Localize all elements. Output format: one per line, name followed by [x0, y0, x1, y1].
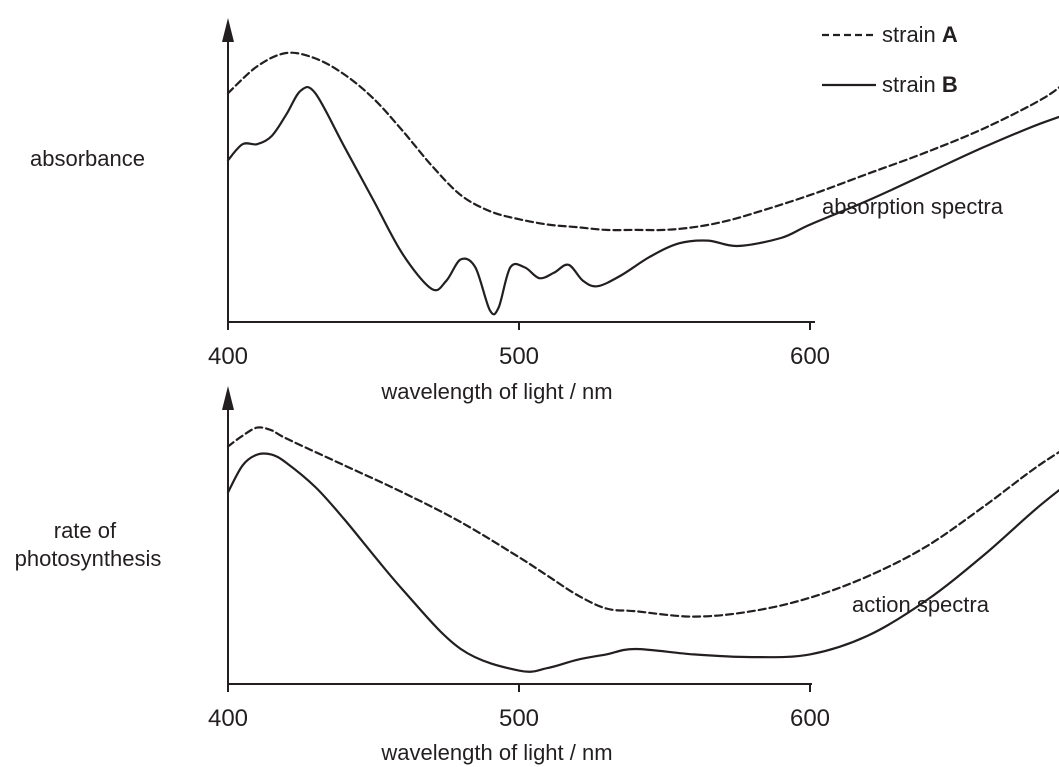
absorption-x-label: wavelength of light / nm [380, 379, 612, 404]
legend-label-strain-a-prefix: strain [882, 22, 942, 47]
absorption-x-ticks: 400500600700 [208, 322, 830, 370]
action-y-axis-arrow [222, 386, 234, 410]
legend: strain A strain B [822, 22, 958, 97]
legend-label-strain-b-letter: B [942, 72, 958, 97]
absorption-tick-label-500: 500 [499, 343, 539, 370]
action-y-label-line1: rate of [54, 518, 117, 543]
absorption-chart-title: absorption spectra [822, 194, 1004, 219]
legend-label-strain-a: strain A [882, 22, 958, 47]
absorption-tick-label-400: 400 [208, 343, 248, 370]
action-curves [226, 426, 1059, 673]
action-y-label-line2: photosynthesis [15, 546, 162, 571]
legend-label-strain-a-letter: A [942, 22, 958, 47]
action-tick-label-600: 600 [790, 705, 830, 732]
absorption-curve-strain-b [226, 85, 1059, 316]
action-curve-strain-a [226, 426, 1059, 618]
action-chart: 400500600700 rate of photosynthesis wave… [15, 386, 1059, 765]
legend-label-strain-b: strain B [882, 72, 958, 97]
absorption-curves [226, 51, 1059, 316]
action-x-label: wavelength of light / nm [380, 740, 612, 765]
absorption-tick-label-600: 600 [790, 343, 830, 370]
action-tick-label-400: 400 [208, 705, 248, 732]
action-y-label: rate of photosynthesis [15, 518, 162, 571]
absorption-y-label: absorbance [30, 146, 145, 171]
action-x-ticks: 400500600700 [208, 684, 830, 732]
action-tick-label-500: 500 [499, 705, 539, 732]
absorption-chart: 400500600700 absorbance wavelength of li… [30, 18, 1059, 404]
absorption-curve-strain-a [226, 51, 1059, 232]
action-curve-strain-b [226, 452, 1059, 673]
absorption-y-axis-arrow [222, 18, 234, 42]
legend-label-strain-b-prefix: strain [882, 72, 942, 97]
